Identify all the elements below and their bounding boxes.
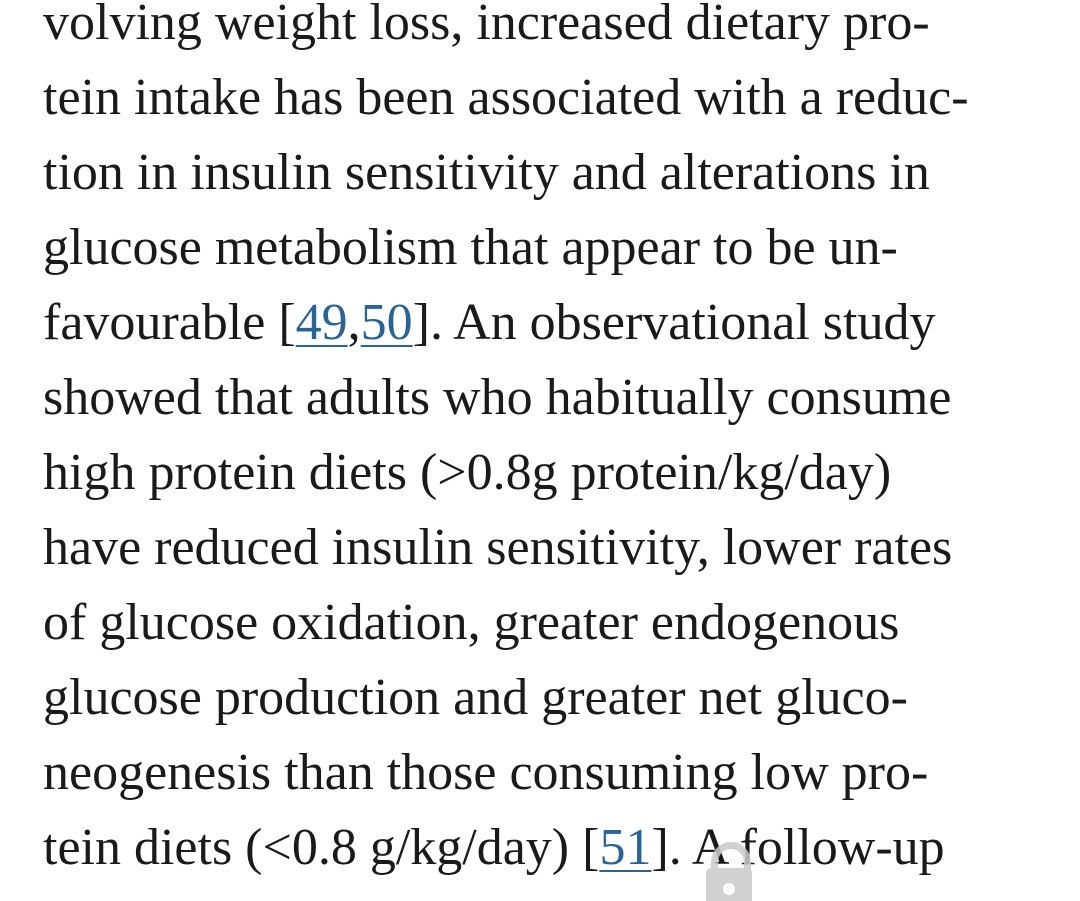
text-segment: favourable [ xyxy=(43,294,296,351)
text-segment: ]. A follow-up xyxy=(651,819,945,876)
lock-shackle xyxy=(711,842,751,883)
text-line-5: favourable [49,50]. An observational stu… xyxy=(43,285,1053,360)
reference-link-51[interactable]: 51 xyxy=(599,819,652,876)
text-line-7: high protein diets (>0.8g protein/kg/day… xyxy=(43,444,892,501)
text-line-10: glucose production and greater net gluco… xyxy=(43,669,908,726)
text-line-4: glucose metabolism that appear to be un- xyxy=(43,219,898,276)
text-line-12: tein diets (<0.8 g/kg/day) [51]. A follo… xyxy=(43,810,1053,885)
text-line-3: tion in insulin sensitivity and alterati… xyxy=(43,144,930,201)
lock-icon[interactable] xyxy=(702,838,754,901)
lock-keyhole xyxy=(723,883,735,895)
text-line-9: of glucose oxidation, greater endogenous xyxy=(43,594,900,651)
text-segment: tein diets (<0.8 g/kg/day) [ xyxy=(43,819,600,876)
text-line-2: tein intake has been associated with a r… xyxy=(43,69,969,126)
text-line-11: neogenesis than those consuming low pro- xyxy=(43,744,929,801)
text-line-6: showed that adults who habitually consum… xyxy=(43,369,952,426)
article-paragraph: volving weight loss, increased dietary p… xyxy=(43,0,1053,885)
text-segment: ]. An observational study xyxy=(412,294,936,351)
text-line-1: volving weight loss, increased dietary p… xyxy=(43,0,930,51)
text-line-8: have reduced insulin sensitivity, lower … xyxy=(43,519,953,576)
reference-link-49[interactable]: 49 xyxy=(295,294,348,351)
reference-link-50[interactable]: 50 xyxy=(360,294,413,351)
reference-separator: , xyxy=(347,294,361,351)
